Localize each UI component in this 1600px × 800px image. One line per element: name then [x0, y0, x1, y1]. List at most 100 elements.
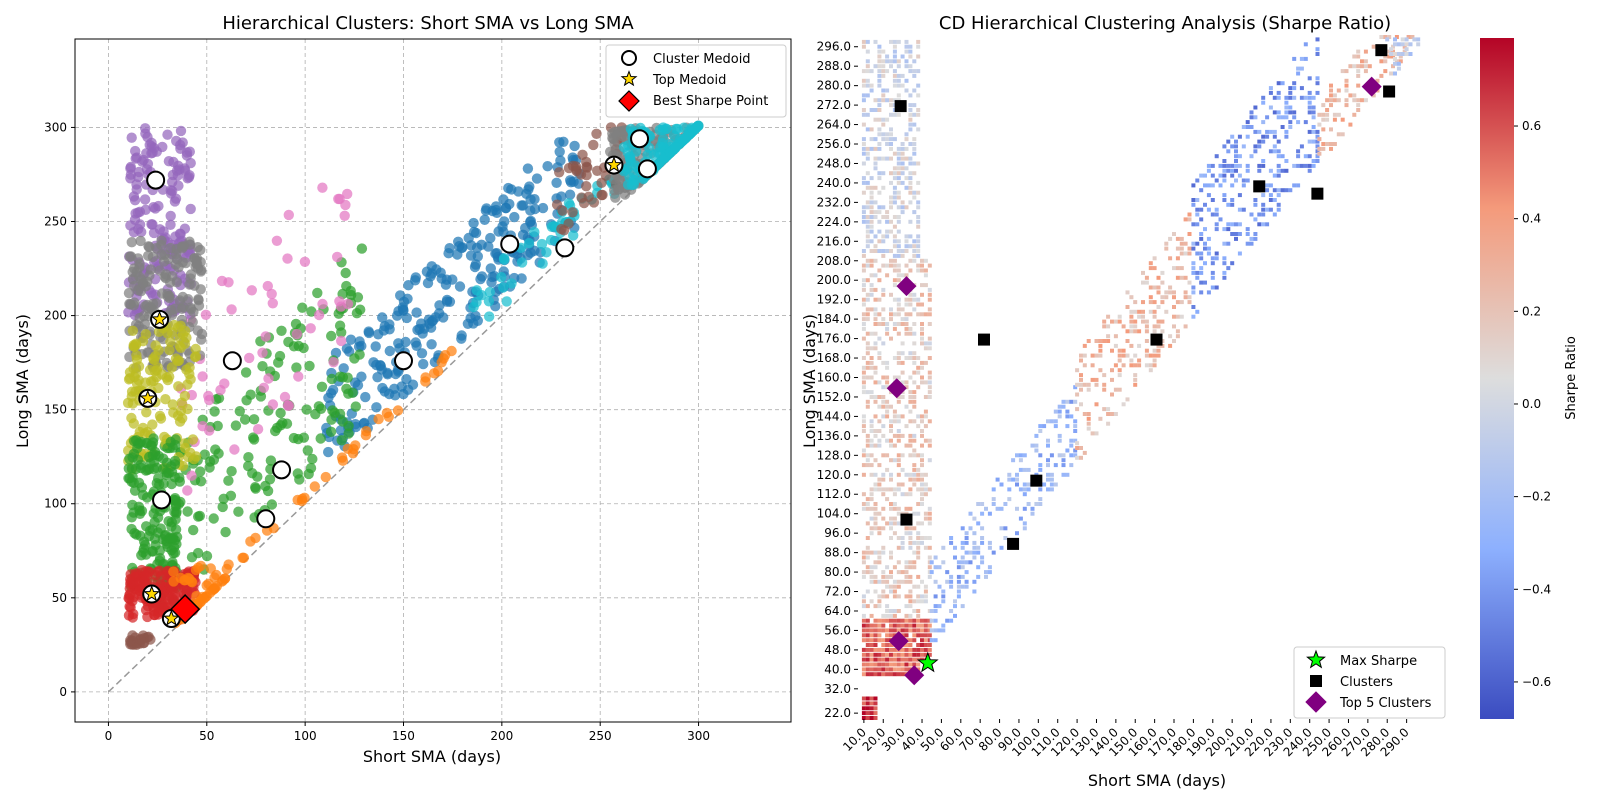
- heatmap-cell: [889, 103, 893, 108]
- heatmap-cell: [1210, 183, 1215, 188]
- heatmap-cell: [1315, 149, 1320, 154]
- cluster-point: [169, 319, 180, 331]
- heatmap-cell: [1073, 419, 1078, 424]
- top-medoid-star: [162, 609, 180, 626]
- cluster-point: [350, 440, 361, 451]
- cluster-point: [126, 463, 138, 474]
- heatmap-cell: [1356, 49, 1361, 54]
- heatmap-cell: [1272, 149, 1277, 154]
- heatmap-cell: [912, 69, 917, 74]
- heatmap-cell: [1172, 314, 1176, 319]
- heatmap-cell: [1106, 334, 1111, 339]
- cluster-point: [125, 161, 136, 173]
- heatmap-cell: [1046, 438, 1050, 443]
- heatmap-cell: [929, 570, 934, 575]
- cluster-point: [483, 241, 494, 252]
- heatmap-cell: [1272, 198, 1277, 202]
- heatmap-cell: [908, 594, 913, 599]
- cluster-point: [309, 481, 320, 492]
- heatmap-cell: [877, 531, 882, 536]
- cluster-point: [432, 365, 444, 377]
- heatmap-cell: [889, 443, 893, 448]
- cluster-point: [389, 390, 401, 401]
- heatmap-cell: [896, 628, 901, 633]
- cluster-point: [170, 259, 181, 270]
- heatmap-cell: [1230, 198, 1235, 202]
- heatmap-cell: [908, 127, 913, 132]
- heatmap-cell: [1265, 222, 1270, 227]
- heatmap-cell: [1187, 212, 1192, 217]
- heatmap-cell: [1268, 86, 1273, 91]
- cluster-point: [208, 513, 219, 524]
- heatmap-cell: [1307, 105, 1312, 110]
- heatmap-cell: [1113, 334, 1118, 339]
- heatmap-cell: [889, 613, 893, 618]
- heatmap-cell: [912, 565, 917, 570]
- cluster-point: [537, 258, 548, 269]
- heatmap-cell: [1137, 358, 1142, 363]
- heatmap-cell: [1079, 402, 1083, 407]
- heatmap-cell: [987, 565, 992, 570]
- heatmap-cell: [861, 652, 866, 657]
- cluster-square: [1007, 537, 1020, 550]
- heatmap-cell: [889, 59, 893, 64]
- heatmap-cell: [904, 234, 909, 239]
- heatmap-cell: [881, 570, 886, 575]
- cluster-point: [592, 165, 603, 176]
- heatmap-cell: [908, 477, 913, 482]
- heatmap-cell: [865, 307, 870, 312]
- heatmap-cell: [916, 263, 921, 268]
- heatmap-cell: [1284, 95, 1289, 100]
- heatmap-cell: [1230, 261, 1235, 266]
- heatmap-cell: [920, 492, 924, 497]
- heatmap-cell: [908, 244, 913, 249]
- heatmap-cell: [1356, 69, 1361, 74]
- heatmap-cell: [877, 404, 882, 409]
- heatmap-cell: [889, 618, 893, 623]
- heatmap-cell: [1400, 42, 1405, 47]
- heatmap-cell: [877, 297, 882, 302]
- heatmap-cell: [900, 380, 905, 385]
- cluster-point: [190, 343, 201, 355]
- heatmap-cell: [889, 662, 893, 667]
- heatmap-cell: [1299, 86, 1304, 91]
- heatmap-cell: [865, 64, 870, 69]
- heatmap-cell: [889, 312, 893, 317]
- heatmap-cell: [1057, 409, 1062, 414]
- heatmap-cell: [1172, 339, 1176, 343]
- heatmap-cell: [1329, 142, 1333, 146]
- heatmap-cell: [1253, 217, 1258, 222]
- heatmap-cell: [869, 375, 874, 380]
- heatmap-cell: [949, 536, 954, 540]
- cluster-point: [371, 402, 382, 413]
- heatmap-cell: [1168, 256, 1173, 261]
- heatmap-cell: [1404, 37, 1409, 42]
- cluster-point: [657, 124, 669, 136]
- heatmap-cell: [881, 317, 886, 322]
- heatmap-cell: [896, 623, 901, 628]
- cluster-point: [180, 257, 191, 269]
- heatmap-cell: [1187, 300, 1192, 305]
- heatmap-cell: [896, 307, 901, 312]
- heatmap-cell: [1249, 115, 1254, 120]
- cluster-point: [182, 506, 193, 517]
- heatmap-cell: [933, 628, 938, 633]
- heatmap-cell: [896, 273, 901, 278]
- heatmap-cell: [908, 652, 913, 657]
- heatmap-cell: [972, 550, 977, 555]
- heatmap-cell: [933, 579, 938, 584]
- heatmap-cell: [892, 312, 897, 317]
- heatmap-cell: [1156, 319, 1161, 324]
- heatmap-cell: [920, 633, 924, 638]
- heatmap-cell: [904, 574, 909, 579]
- heatmap-cell: [869, 108, 874, 112]
- heatmap-cell: [980, 540, 985, 545]
- heatmap-cell: [1164, 290, 1169, 295]
- heatmap-cell: [889, 419, 893, 424]
- right-y-tick-label: 256.0: [817, 137, 851, 151]
- heatmap-cell: [927, 536, 932, 540]
- heatmap-cell: [1356, 83, 1361, 88]
- heatmap-cell: [873, 633, 878, 638]
- heatmap-cell: [1210, 163, 1215, 168]
- heatmap-cell: [923, 346, 928, 351]
